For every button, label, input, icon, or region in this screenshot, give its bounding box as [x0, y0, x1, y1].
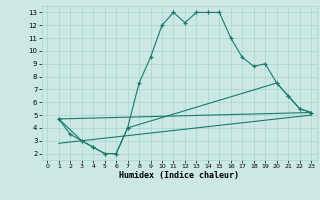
X-axis label: Humidex (Indice chaleur): Humidex (Indice chaleur) [119, 171, 239, 180]
